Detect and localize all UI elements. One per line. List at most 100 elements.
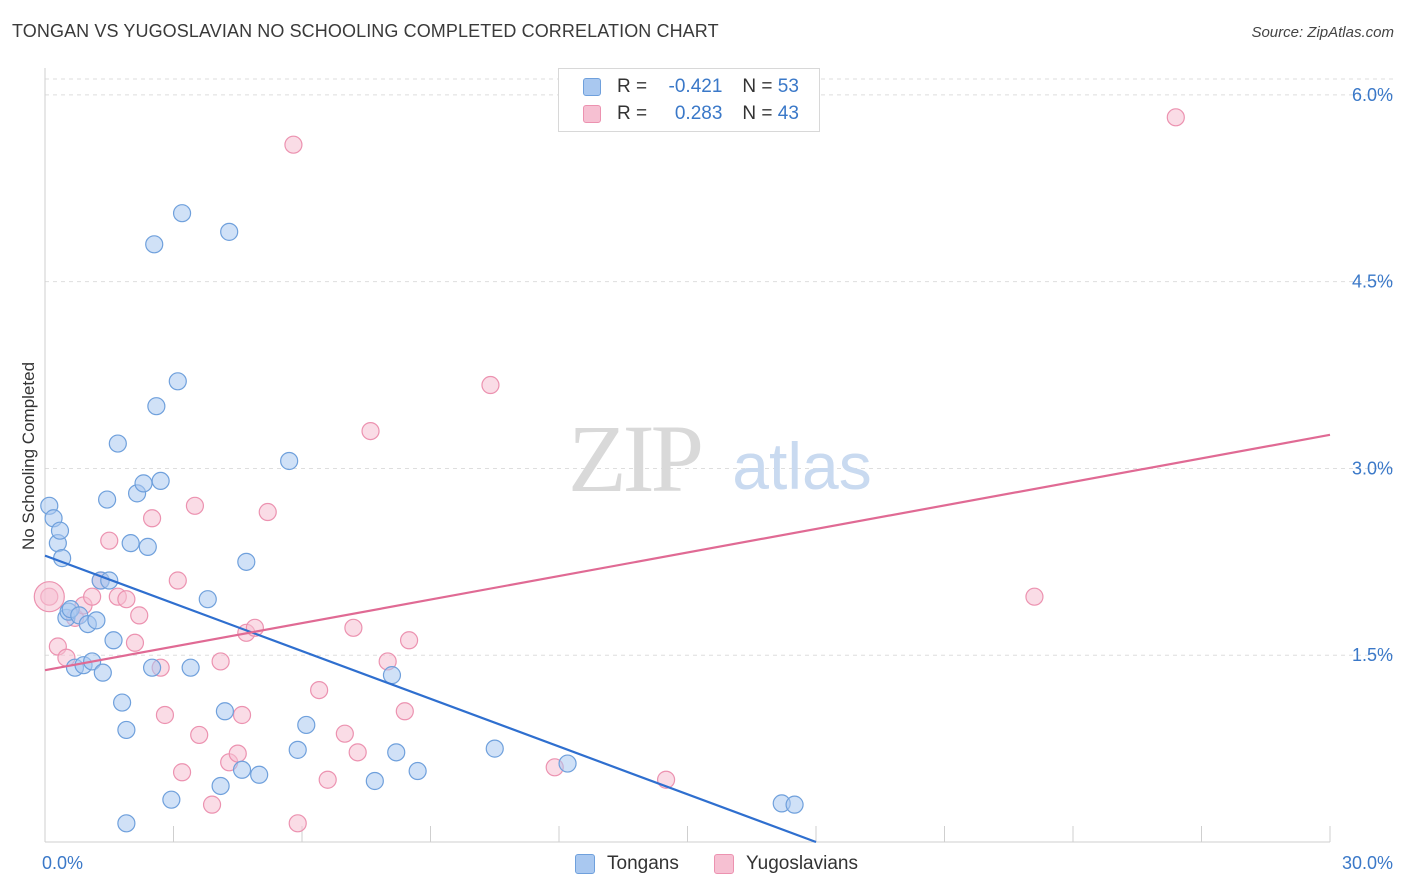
data-point: [147, 397, 166, 416]
legend-n-value: 53: [777, 76, 799, 97]
legend-r-label: R =: [617, 103, 648, 124]
data-point: [185, 496, 205, 515]
data-point: [1166, 108, 1185, 127]
tongans-trend-line: [44, 554, 817, 844]
legend-r-value: -0.421: [668, 76, 723, 97]
legend-r-value: 0.283: [674, 103, 723, 124]
data-point: [142, 658, 162, 677]
data-point: [228, 744, 247, 763]
tongans-points: [40, 204, 804, 833]
data-point: [172, 204, 192, 223]
data-point: [104, 631, 123, 650]
data-point: [145, 235, 164, 254]
data-point: [344, 618, 363, 637]
data-point: [83, 587, 102, 606]
yugoslavians-legend-swatch: [714, 854, 734, 874]
data-point: [1025, 587, 1044, 606]
correlation-legend: R = -0.421 N = 53 R = 0.283 N = 43: [558, 68, 820, 132]
data-point: [215, 702, 234, 721]
trend-lines: [44, 433, 1331, 844]
data-point: [232, 705, 252, 725]
yugoslavians-swatch: [583, 105, 601, 123]
legend-n-value: 43: [777, 103, 799, 124]
y-tick-labels: 1.5% 3.0% 4.5% 6.0%: [1352, 85, 1393, 665]
data-point: [558, 754, 577, 773]
data-point: [117, 720, 136, 740]
data-point: [485, 739, 504, 758]
y-tick-label: 4.5%: [1352, 272, 1393, 292]
data-point: [198, 590, 217, 609]
data-point: [172, 763, 192, 782]
data-point: [168, 571, 187, 590]
tongans-legend-label: Tongans: [607, 853, 679, 874]
data-point: [168, 372, 187, 391]
yugoslavians-trend-line: [44, 433, 1331, 672]
bottom-legend-tongans: Tongans: [575, 852, 679, 876]
data-point: [288, 740, 307, 759]
data-point: [151, 471, 170, 491]
data-point: [130, 606, 149, 625]
y-tick-label: 6.0%: [1352, 85, 1393, 105]
data-point: [361, 421, 380, 441]
data-point: [785, 795, 804, 814]
data-point: [232, 760, 252, 779]
legend-r-label: R =: [617, 76, 648, 97]
data-point: [395, 702, 414, 721]
y-axis-label: No Schooling Completed: [19, 361, 38, 551]
data-point: [93, 663, 112, 682]
legend-row-yugoslavians: R = 0.283 N = 43: [583, 102, 799, 126]
legend-n-label: N =: [742, 76, 773, 97]
data-point: [108, 434, 127, 453]
yugoslavians-legend-label: Yugoslavians: [746, 853, 858, 874]
data-point: [190, 725, 209, 745]
data-point: [155, 705, 175, 725]
data-point: [310, 680, 329, 700]
data-point: [408, 761, 427, 781]
data-point: [382, 666, 402, 685]
data-point: [211, 776, 230, 796]
bottom-legend-yugoslavians: Yugoslavians: [714, 852, 858, 876]
data-point: [348, 743, 367, 762]
data-point: [258, 502, 277, 522]
axes: [44, 68, 1331, 843]
data-point: [87, 611, 106, 630]
data-point: [142, 509, 162, 528]
data-point: [220, 222, 239, 241]
data-point-large: [33, 581, 65, 613]
data-point: [387, 743, 406, 762]
data-point: [125, 633, 145, 652]
data-point: [481, 375, 500, 395]
data-point: [134, 474, 153, 493]
watermark-zip: ZIP: [568, 405, 701, 512]
data-point: [162, 790, 181, 809]
data-point: [399, 631, 419, 650]
data-point: [365, 771, 384, 791]
x-tick-labels: 0.0% 30.0%: [42, 853, 1393, 873]
data-point: [202, 795, 222, 814]
data-point: [237, 552, 256, 571]
chart-title: TONGAN VS YUGOSLAVIAN NO SCHOOLING COMPL…: [12, 21, 719, 41]
legend-n-label: N =: [742, 103, 773, 124]
data-point: [117, 814, 136, 833]
legend-row-tongans: R = -0.421 N = 53: [583, 75, 799, 99]
data-point: [100, 531, 119, 550]
data-point: [280, 451, 299, 471]
data-point: [50, 521, 70, 540]
data-point: [117, 590, 136, 609]
data-point: [250, 765, 269, 784]
x-tick-label-max: 30.0%: [1342, 853, 1393, 873]
data-point: [138, 537, 157, 556]
data-point: [318, 770, 337, 789]
x-tick-label-min: 0.0%: [42, 853, 83, 873]
data-point: [288, 814, 307, 833]
tongans-legend-swatch: [575, 854, 595, 874]
data-point: [112, 693, 132, 712]
source-label: Source: ZipAtlas.com: [1251, 24, 1394, 41]
data-point: [181, 658, 200, 677]
y-tick-label: 3.0%: [1352, 458, 1393, 478]
data-point: [284, 135, 303, 154]
tongans-swatch: [583, 78, 601, 96]
data-point: [98, 490, 117, 509]
watermark-atlas: atlas: [732, 429, 871, 503]
